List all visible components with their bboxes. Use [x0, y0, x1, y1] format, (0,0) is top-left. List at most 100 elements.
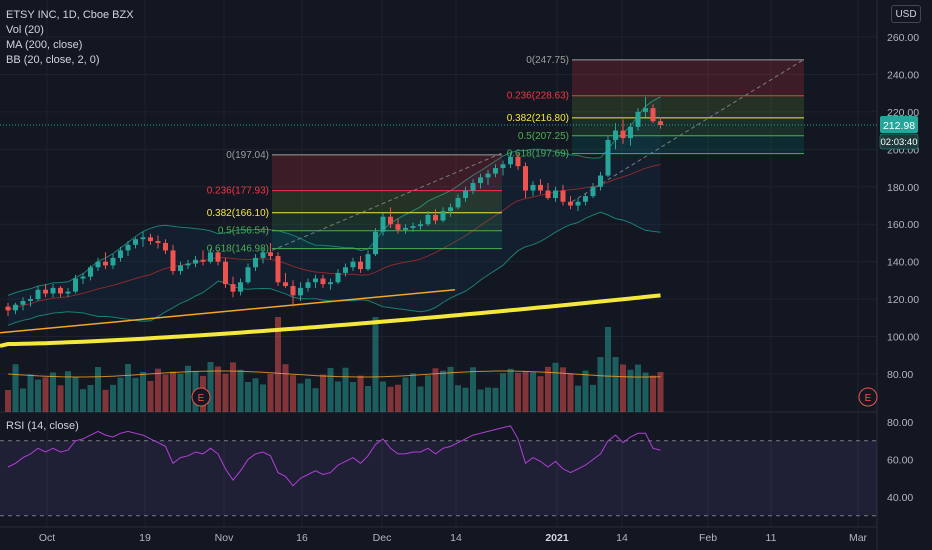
price-axis[interactable]: 260.00240.00220.00200.00180.00160.00140.… [887, 32, 919, 504]
candle-body [650, 108, 656, 122]
candle-body [343, 267, 348, 273]
bb-indicator-label[interactable]: BB (20, close, 2, 0) [6, 54, 100, 66]
candle-body [275, 256, 281, 283]
ma-indicator-label[interactable]: MA (200, close) [6, 39, 83, 51]
volume-bar [282, 364, 289, 412]
fib-level-label: 0(197.04) [226, 150, 269, 161]
volume-bar [447, 366, 454, 412]
volume-indicator-label[interactable]: Vol (20) [6, 24, 44, 36]
volume-bar [582, 370, 589, 412]
volume-bar [215, 366, 221, 412]
volume-bar [387, 386, 394, 412]
candle-body [500, 164, 506, 169]
candle-body [433, 214, 438, 221]
volume-bar [620, 364, 626, 412]
candle-body [448, 207, 453, 212]
price-tick-label: 100.00 [887, 332, 919, 344]
rsi-pane [0, 425, 877, 517]
candle-body [80, 276, 86, 279]
candle-body [583, 196, 588, 202]
time-tick-label: Nov [215, 532, 234, 544]
candle-body [140, 237, 146, 240]
volume-bar [597, 357, 604, 412]
volume-bar [410, 373, 416, 412]
candle-body [260, 252, 266, 258]
fib-level-label: 0.382(166.10) [207, 208, 269, 219]
ma200-path [0, 293, 661, 348]
price-tick-label: 180.00 [887, 182, 919, 194]
candle-body [305, 282, 311, 288]
support-trendline [0, 289, 456, 334]
candle-body [298, 287, 303, 296]
volume-bar [432, 368, 439, 412]
volume-bar [260, 384, 266, 412]
volume-bar [245, 382, 251, 412]
candle-body [193, 259, 198, 264]
volume-bar [537, 376, 544, 412]
rsi-band-fill [0, 440, 877, 516]
rsi-line [7, 425, 661, 487]
fib-level-label: 0.5(156.54) [218, 226, 269, 237]
volume-bar [95, 367, 101, 412]
volume-bar [275, 317, 281, 412]
volume-bar [515, 372, 521, 412]
countdown-value: 02:03:40 [881, 137, 918, 148]
candle-body [118, 250, 123, 258]
time-axis[interactable]: Oct 19 Nov 16 Dec 14 2021 14 Feb 11 Mar [39, 532, 868, 544]
volume-bar [477, 389, 484, 412]
candle-body [328, 282, 333, 285]
trendlines[interactable] [0, 59, 805, 334]
candle-body [508, 156, 513, 165]
volume-bar [417, 386, 424, 412]
volume-bar [485, 387, 491, 412]
volume-bar [342, 367, 349, 412]
candle-body [658, 121, 663, 125]
rsi-tick-label: 60.00 [887, 455, 913, 467]
candle-body [395, 224, 401, 230]
currency-button[interactable]: USD [891, 5, 921, 23]
candle-body [58, 287, 63, 294]
volume-bar [102, 389, 109, 412]
volume-bar [650, 375, 656, 412]
volume-bar [35, 379, 41, 412]
volume-bar [252, 378, 259, 412]
volume-bar [462, 387, 469, 412]
candle-body [155, 241, 161, 243]
volume-bar [380, 381, 386, 412]
candle-body [455, 198, 461, 208]
candle-body [208, 252, 213, 262]
fib-band [572, 117, 804, 136]
candle-body [380, 216, 386, 232]
volume-bar [560, 367, 566, 412]
candle-body [13, 304, 18, 311]
volume-bar [612, 357, 619, 412]
candle-body [470, 183, 476, 191]
rsi-indicator-label[interactable]: RSI (14, close) [6, 420, 79, 432]
volume-bar [545, 366, 551, 412]
candle-body [493, 168, 498, 174]
volume-bar [87, 384, 94, 412]
volume-bar [320, 374, 326, 412]
candle-body [125, 244, 131, 251]
time-tick-label: Mar [849, 532, 868, 544]
fib-level-label: 0.618(197.69) [507, 149, 569, 160]
earnings-marker-label: E [198, 393, 205, 404]
fib-level-label: 0.236(228.63) [507, 91, 569, 102]
price-candles [5, 96, 663, 316]
earnings-marker-icon [191, 387, 211, 407]
last-price-badge [880, 116, 918, 134]
volume-bar [65, 371, 71, 412]
volume-bar [185, 365, 191, 412]
volume-bar [312, 388, 319, 412]
symbol-title[interactable]: ETSY INC, 1D, Cboe BZX [6, 9, 134, 21]
candle-body [530, 184, 536, 191]
volume-bar [305, 378, 311, 412]
candle-body [403, 227, 408, 230]
candle-body [50, 287, 56, 294]
candle-body [320, 278, 326, 285]
earnings-marker-icon [858, 387, 878, 407]
fib-band [572, 59, 804, 96]
time-tick-label: 14 [450, 532, 462, 544]
